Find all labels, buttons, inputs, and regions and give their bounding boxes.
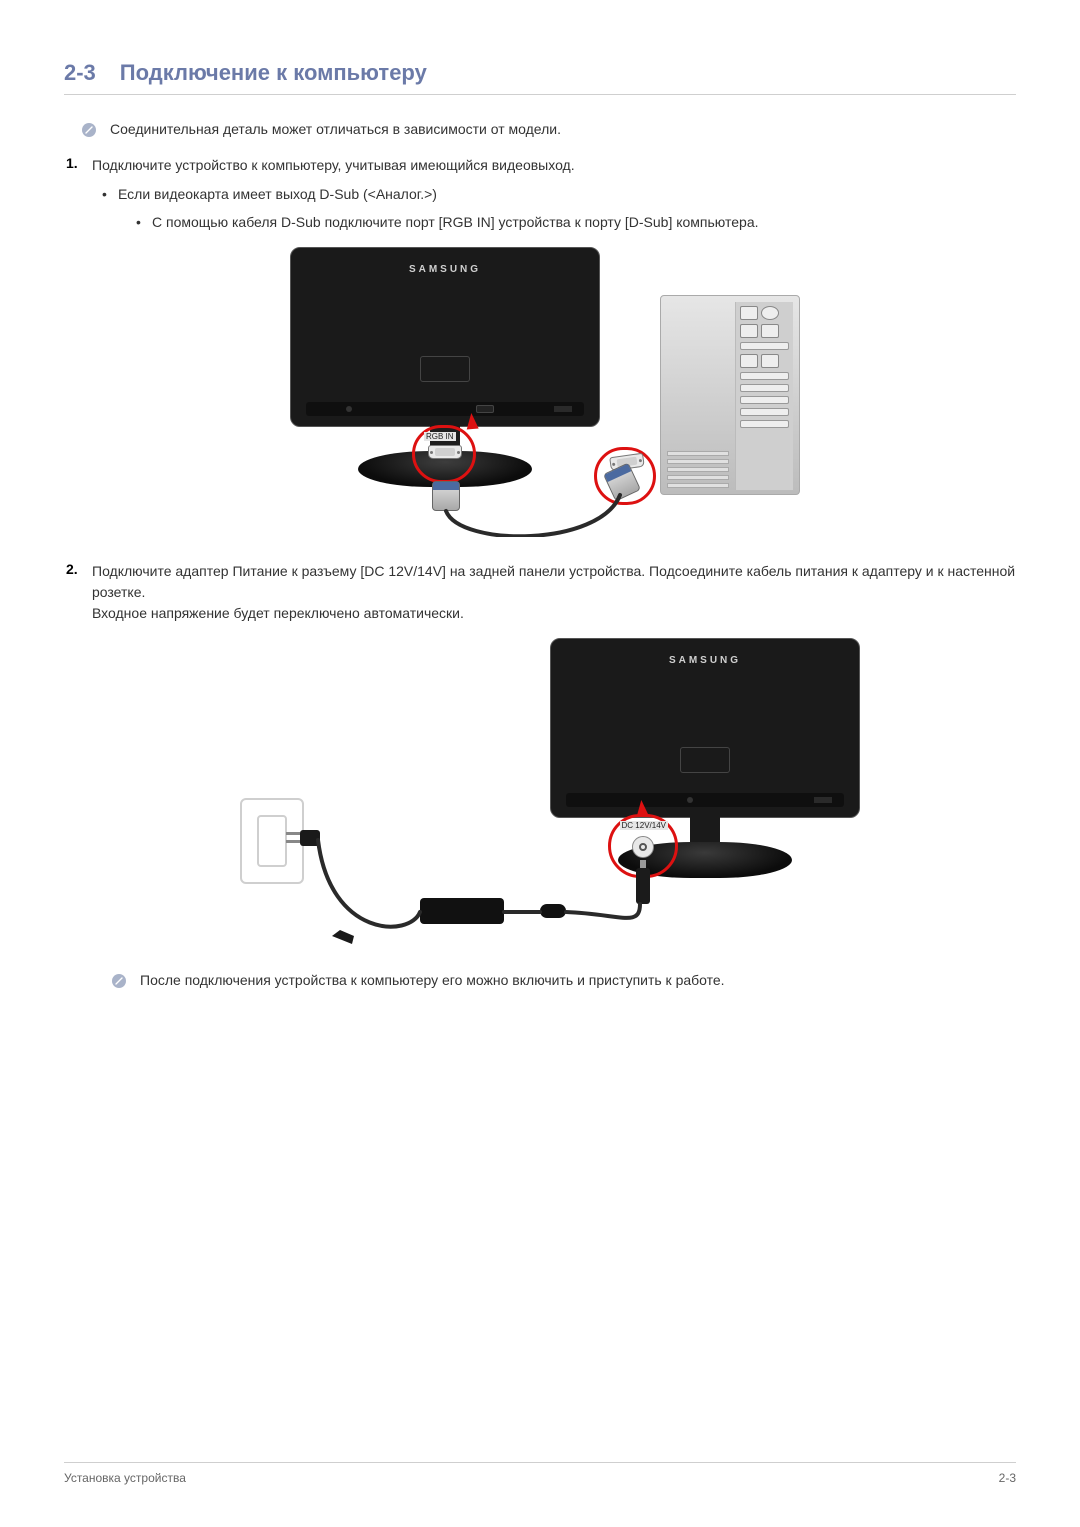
- section-number: 2-3: [64, 60, 96, 86]
- sub-bullet: С помощью кабеля D-Sub подключите порт […: [136, 212, 1016, 234]
- arrow-icon: [465, 413, 478, 430]
- vga-plug-icon: [432, 481, 460, 511]
- pc-tower: [660, 295, 800, 495]
- vesa-slot: [420, 356, 470, 382]
- step-text: Подключите адаптер Питание к разъему [DC…: [92, 561, 1016, 624]
- monitor-rear: SAMSUNG: [550, 638, 860, 818]
- section-header: 2-3 Подключение к компьютеру: [64, 60, 1016, 95]
- monitor-neck: [690, 816, 720, 844]
- monitor-brand: SAMSUNG: [409, 264, 481, 275]
- monitor-port-bar: [566, 793, 844, 807]
- figure-2: SAMSUNG DC 12V/14V: [64, 638, 1016, 948]
- port-label: DC 12V/14V: [620, 821, 668, 830]
- step-1: 1. Подключите устройство к компьютеру, у…: [64, 155, 1016, 537]
- step-2: 2. Подключите адаптер Питание к разъему …: [64, 561, 1016, 988]
- section-title: Подключение к компьютеру: [120, 60, 427, 86]
- info-icon: [82, 123, 96, 137]
- note-top-text: Соединительная деталь может отличаться в…: [110, 121, 561, 137]
- info-icon: [112, 974, 126, 988]
- steps-list: 1. Подключите устройство к компьютеру, у…: [64, 155, 1016, 988]
- monitor-port-bar: [306, 402, 584, 416]
- power-adapter-icon: [420, 898, 504, 924]
- vesa-slot: [680, 747, 730, 773]
- pc-expansion-slots: [667, 451, 729, 488]
- note-bottom-text: После подключения устройства к компьютер…: [140, 972, 725, 988]
- bullet-text: Если видеокарта имеет выход D-Sub (<Анал…: [118, 186, 437, 202]
- step-text: Подключите устройство к компьютеру, учит…: [92, 155, 575, 176]
- step-text-l1: Подключите адаптер Питание к разъему [DC…: [92, 563, 1015, 600]
- page-footer: Установка устройства 2-3: [64, 1462, 1016, 1485]
- note-top: Соединительная деталь может отличаться в…: [82, 121, 1016, 137]
- manual-page: 2-3 Подключение к компьютеру Соединитель…: [0, 0, 1080, 1527]
- monitor-brand: SAMSUNG: [669, 655, 741, 666]
- step-text-l2: Входное напряжение будет переключено авт…: [92, 605, 464, 621]
- dc-plug-icon: [636, 868, 650, 904]
- bullet: Если видеокарта имеет выход D-Sub (<Анал…: [102, 184, 1016, 233]
- vga-port-icon: [428, 445, 462, 459]
- step-number: 2.: [64, 561, 86, 577]
- figure-1: SAMSUNG RGB IN: [64, 247, 1016, 537]
- port-label: RGB IN: [424, 432, 456, 441]
- footer-right: 2-3: [999, 1471, 1016, 1485]
- sub-bullet-text: С помощью кабеля D-Sub подключите порт […: [152, 214, 759, 230]
- monitor-rear: SAMSUNG: [290, 247, 600, 427]
- note-bottom: После подключения устройства к компьютер…: [112, 972, 1016, 988]
- ferrite-core-icon: [540, 904, 566, 918]
- footer-left: Установка устройства: [64, 1471, 186, 1485]
- step-number: 1.: [64, 155, 86, 171]
- pc-io-panel: [735, 302, 793, 490]
- power-plug-icon: [282, 826, 320, 850]
